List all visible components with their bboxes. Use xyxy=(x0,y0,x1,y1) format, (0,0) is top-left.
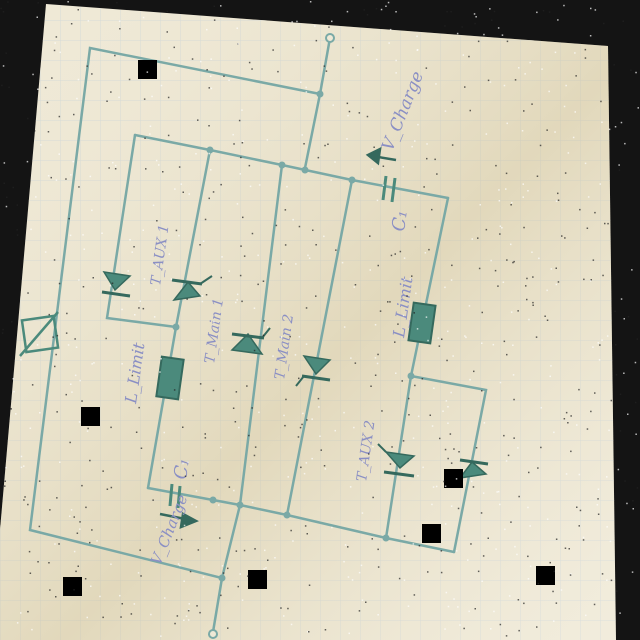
terminal-top xyxy=(325,33,335,43)
thyristor-t-main-2 xyxy=(295,354,332,387)
terminal-bottom xyxy=(208,629,218,639)
inductor-l-limit-right xyxy=(407,301,437,345)
junction-dots xyxy=(172,90,415,582)
label-c1-top: C₁ xyxy=(388,209,412,233)
switch-symbol xyxy=(19,311,60,357)
thyristor-t-aux-1-a xyxy=(101,271,132,298)
inductor-l-limit-left xyxy=(155,355,185,401)
capacitor-c1-top xyxy=(381,175,397,203)
marker-squares xyxy=(63,60,555,596)
thyristor-t-aux-2-a xyxy=(377,443,416,478)
thyristor-t-aux-2-b xyxy=(458,458,489,480)
capacitor-c1-bottom xyxy=(168,483,182,509)
arrow-v-charge-bottom xyxy=(159,512,199,529)
arrow-v-charge-top xyxy=(365,146,397,166)
label-c1-bottom: C₁ xyxy=(170,457,194,481)
thyristor-t-aux-1-b xyxy=(171,275,213,302)
thyristor-t-main-1 xyxy=(230,327,271,355)
